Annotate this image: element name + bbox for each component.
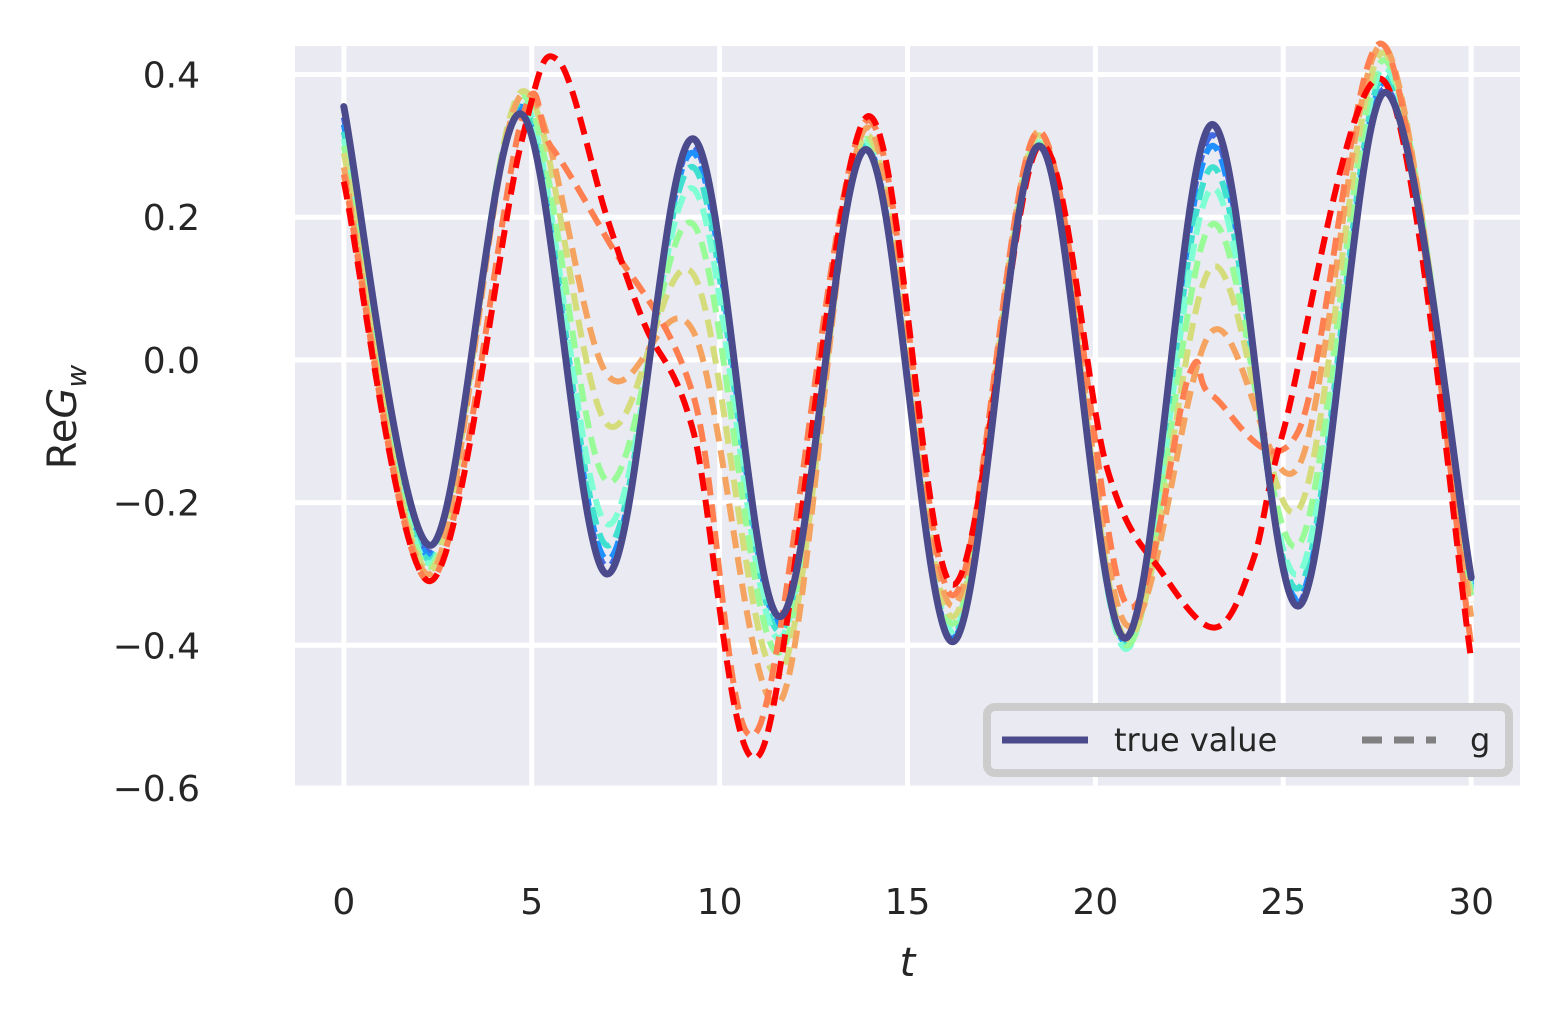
y-tick-label: 0.2 [143,198,200,239]
series-layer [340,40,1475,762]
x-tick-label: 5 [520,882,543,923]
dashed-series-line-3 [340,71,1475,649]
x-tick-label: 25 [1260,882,1306,923]
x-tick-label: 30 [1448,882,1494,923]
true-value-line [340,88,1475,646]
y-tick-label: 0.0 [143,341,200,382]
y-axis-label-symbol: G [40,388,86,419]
legend-label-true-value: true value [1114,721,1277,759]
x-axis-ticks: 0 5 10 15 20 25 30 [332,882,1494,923]
legend: true value g [983,703,1513,777]
y-tick-label: 0.4 [143,56,200,97]
x-tick-label: 10 [697,882,743,923]
x-tick-label: 20 [1072,882,1118,923]
x-axis-label: t [900,940,917,986]
y-tick-label: −0.6 [113,769,200,810]
legend-box [983,703,1513,777]
y-tick-label: −0.2 [113,484,200,525]
y-tick-label: −0.4 [113,626,200,667]
y-axis-label: ReGw [40,365,93,470]
x-tick-label: 15 [885,882,931,923]
y-axis-label-prefix: Re [40,419,86,470]
y-axis-label-subscript: w [60,365,93,388]
legend-label-g: g [1470,721,1490,759]
y-axis-ticks: 0.4 0.2 0.0 −0.2 −0.4 −0.6 [113,56,200,810]
x-tick-label: 0 [332,882,355,923]
